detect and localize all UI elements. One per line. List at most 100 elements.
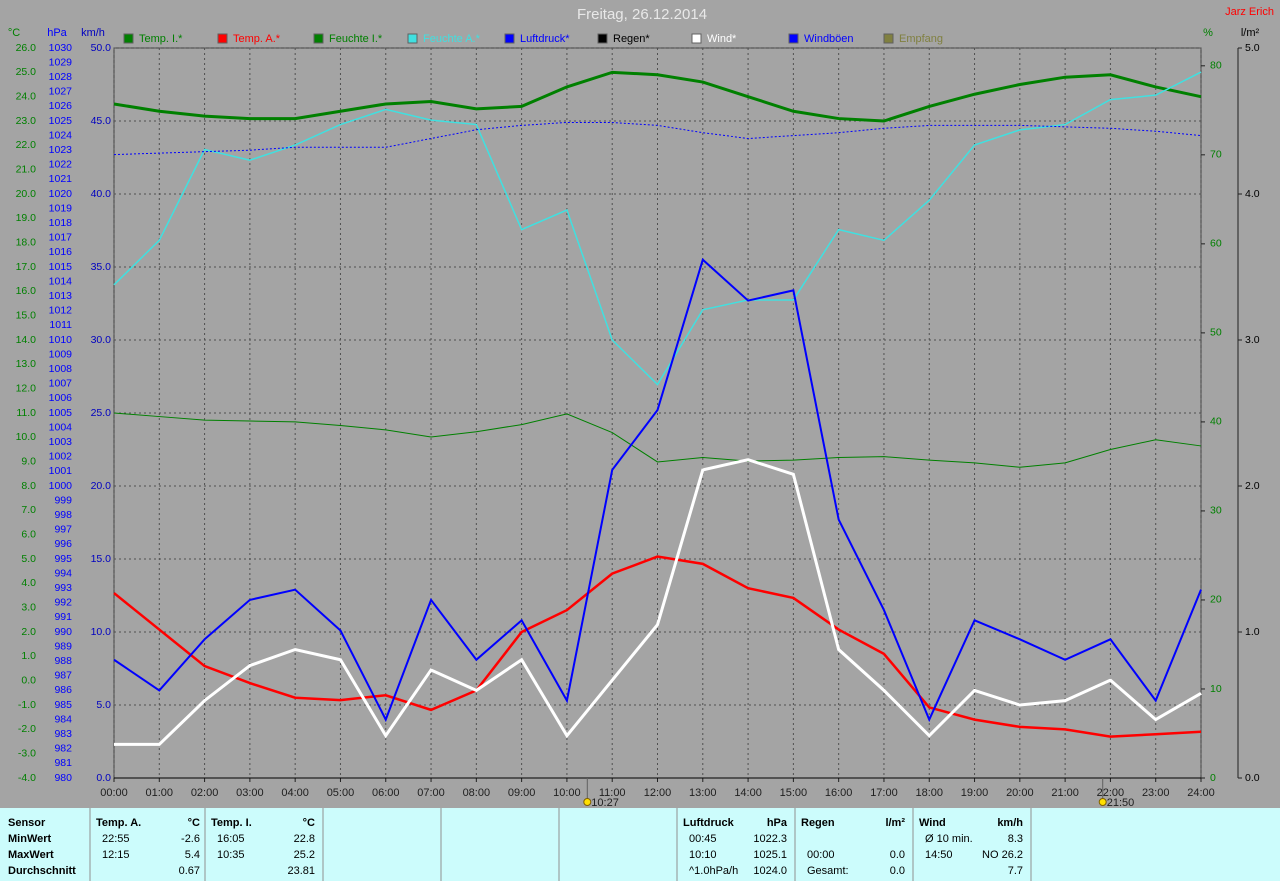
y-tick-label: 987 <box>54 670 72 682</box>
y-tick-label: 992 <box>54 597 72 609</box>
y-tick-label: 1009 <box>49 348 73 360</box>
y-tick-label: 1006 <box>49 392 73 404</box>
y-tick-label: 983 <box>54 728 72 740</box>
y-tick-label: 10.0 <box>16 431 37 443</box>
corner-label: Jarz Erich <box>1225 6 1274 18</box>
x-tick-label: 13:00 <box>689 787 717 799</box>
y-tick-label: 23.0 <box>16 115 37 127</box>
y-tick-label: 16.0 <box>16 285 37 297</box>
y-tick-label: 35.0 <box>91 261 112 273</box>
y-tick-label: 1.0 <box>21 650 36 662</box>
y-tick-label: 20 <box>1210 594 1222 606</box>
y-tick-label: 70 <box>1210 149 1222 161</box>
y-tick-label: 5.0 <box>1245 42 1260 54</box>
y-tick-label: 1013 <box>49 290 73 302</box>
stats-group-header: Temp. A. <box>96 817 141 829</box>
sun-icon <box>1098 798 1107 806</box>
y-tick-label: 15.0 <box>91 553 112 565</box>
y-tick-label: 40 <box>1210 416 1222 428</box>
y-tick-label: 4.0 <box>1245 188 1260 200</box>
legend-swatch <box>691 33 702 44</box>
y-tick-label: 7.0 <box>21 504 36 516</box>
y-tick-label: 982 <box>54 743 72 755</box>
y-tick-label: -1.0 <box>18 699 36 711</box>
y-tick-label: 1016 <box>49 246 73 258</box>
legend-label: Luftdruck* <box>520 33 570 45</box>
y-tick-label: 0.0 <box>1245 772 1260 784</box>
y-tick-label: 1027 <box>49 86 73 98</box>
y-tick-label: 4.0 <box>21 577 36 589</box>
stats-time: 16:05 <box>217 833 245 845</box>
y-tick-label: 19.0 <box>16 212 37 224</box>
annotation-label: 21:50 <box>1107 797 1135 809</box>
y-tick-label: 1008 <box>49 363 73 375</box>
axis-unit: km/h <box>81 27 105 39</box>
legend-swatch <box>407 33 418 44</box>
stats-time: 10:35 <box>217 849 245 861</box>
y-tick-label: 1023 <box>49 144 73 156</box>
x-tick-label: 12:00 <box>644 787 672 799</box>
y-tick-label: 18.0 <box>16 236 37 248</box>
y-tick-label: 996 <box>54 538 72 550</box>
y-tick-label: 0.0 <box>96 772 111 784</box>
x-tick-label: 08:00 <box>463 787 491 799</box>
stats-group-unit: hPa <box>767 817 788 829</box>
y-tick-label: 8.0 <box>21 480 36 492</box>
x-tick-label: 16:00 <box>825 787 853 799</box>
stats-value: 25.2 <box>294 849 315 861</box>
x-tick-label: 06:00 <box>372 787 400 799</box>
y-tick-label: 0.0 <box>21 674 36 686</box>
series-line <box>113 71 1202 386</box>
x-tick-label: 10:00 <box>553 787 581 799</box>
x-tick-label: 20:00 <box>1006 787 1034 799</box>
y-tick-label: 995 <box>54 553 72 565</box>
y-tick-label: 990 <box>54 626 72 638</box>
stats-value: 0.0 <box>890 865 905 877</box>
series-line <box>113 555 1202 738</box>
stats-group-header: Wind <box>919 817 946 829</box>
y-tick-label: 40.0 <box>91 188 112 200</box>
annotation-label: 10:27 <box>591 797 619 809</box>
y-tick-label: -3.0 <box>18 747 36 759</box>
chart-title: Freitag, 26.12.2014 <box>577 6 707 23</box>
y-tick-label: 2.0 <box>21 626 36 638</box>
y-tick-label: 985 <box>54 699 72 711</box>
y-tick-label: 13.0 <box>16 358 37 370</box>
x-tick-label: 02:00 <box>191 787 219 799</box>
y-tick-label: 25.0 <box>91 407 112 419</box>
y-tick-label: 1010 <box>49 334 73 346</box>
y-tick-label: 11.0 <box>16 407 36 419</box>
y-tick-label: 986 <box>54 684 72 696</box>
stats-time: 14:50 <box>925 849 953 861</box>
y-tick-label: 1012 <box>49 305 73 317</box>
sun-icon <box>583 798 592 806</box>
stats-time: Ø 10 min. <box>925 833 973 845</box>
stats-group-header: Temp. I. <box>211 817 252 829</box>
y-tick-label: 10.0 <box>91 626 112 638</box>
stats-row-label: MaxWert <box>8 849 54 861</box>
y-tick-label: 1030 <box>49 42 73 54</box>
series-line <box>113 121 1202 156</box>
axis-unit: % <box>1203 27 1213 39</box>
stats-value: 5.4 <box>185 849 200 861</box>
y-tick-label: -2.0 <box>18 723 36 735</box>
stats-value: 7.7 <box>1008 865 1023 877</box>
x-tick-label: 14:00 <box>734 787 762 799</box>
legend-swatch <box>313 33 324 44</box>
x-tick-label: 00:00 <box>100 787 128 799</box>
x-tick-label: 01:00 <box>146 787 174 799</box>
y-tick-label: 991 <box>54 611 72 623</box>
stats-value: 23.81 <box>287 865 315 877</box>
y-tick-label: 12.0 <box>16 382 37 394</box>
legend-swatch <box>217 33 228 44</box>
stats-value: 1022.3 <box>753 833 787 845</box>
x-tick-label: 17:00 <box>870 787 898 799</box>
stats-value: 0.0 <box>890 849 905 861</box>
stats-row-label: Durchschnitt <box>8 865 76 877</box>
y-tick-label: 80 <box>1210 60 1222 72</box>
y-tick-label: 6.0 <box>21 528 36 540</box>
y-tick-label: 989 <box>54 640 72 652</box>
stats-time: 12:15 <box>102 849 130 861</box>
stats-value: 0.67 <box>179 865 200 877</box>
y-tick-label: 1021 <box>49 173 73 185</box>
